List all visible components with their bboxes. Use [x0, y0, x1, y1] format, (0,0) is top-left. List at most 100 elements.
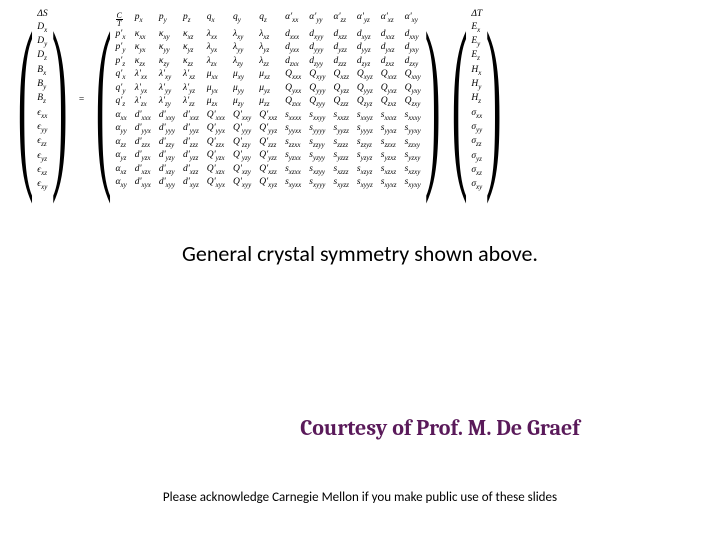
matrix-cell: dzyz — [357, 56, 373, 68]
matrix-cell: μzz — [259, 96, 277, 108]
matrix-cell: Qyyz — [357, 83, 373, 95]
vector-entry: σzz — [471, 135, 482, 149]
property-matrix: CTpxpypzqxqyqzα'xxα'yyα'zzα'yzα'xzα'xyp'… — [116, 12, 421, 189]
vector-entry: Dx — [37, 21, 47, 35]
matrix-cell: κyy — [159, 42, 175, 54]
matrix-cell: Q'xxz — [259, 110, 277, 122]
matrix-cell: szzxy — [405, 137, 421, 149]
matrix-cell: λ'zz — [183, 96, 199, 108]
matrix-cell: Q'yyx — [207, 123, 225, 135]
matrix-cell: Qzyz — [357, 96, 373, 108]
matrix-cell: dzxx — [285, 56, 301, 68]
matrix-cell: syyxy — [405, 123, 421, 135]
matrix-cell: Q'yzx — [207, 150, 225, 162]
matrix-cell: dxxz — [381, 29, 397, 41]
matrix-cell: d'zzx — [135, 137, 151, 149]
vector-entry: Ez — [471, 49, 482, 63]
matrix-cell: d'yzy — [159, 150, 175, 162]
matrix-cell: sxzxx — [285, 164, 301, 176]
matrix-cell: Qyxz — [381, 83, 397, 95]
matrix-cell: p'y — [116, 42, 127, 54]
matrix-cell: Q'zzx — [207, 137, 225, 149]
matrix-cell: αxz — [116, 164, 127, 176]
matrix-cell: Qxxy — [405, 69, 421, 81]
matrix-cell: d'zzy — [159, 137, 175, 149]
matrix-cell: sxxzz — [333, 110, 348, 122]
vector-entry: σyy — [471, 121, 482, 135]
matrix-cell: λyx — [207, 42, 225, 54]
matrix-cell: αyz — [116, 150, 127, 162]
matrix-cell: Qyyy — [309, 83, 325, 95]
vector-entry: ϵyz — [37, 150, 47, 164]
matrix-cell: Q'xyy — [233, 177, 251, 189]
matrix-cell: sxzzz — [333, 164, 348, 176]
matrix-cell: κzy — [159, 56, 175, 68]
matrix-cell: μxy — [233, 69, 251, 81]
matrix-cell: κzx — [135, 56, 151, 68]
vector-entry: ϵzz — [37, 135, 47, 149]
matrix-cell: Q'zzz — [259, 137, 277, 149]
matrix-cell: α'yz — [357, 12, 373, 27]
matrix-cell: κxz — [183, 29, 199, 41]
matrix-cell: α'xy — [405, 12, 421, 27]
matrix-cell: Qxxx — [285, 69, 301, 81]
vector-entry: Ex — [471, 21, 482, 35]
matrix-cell: Qyxy — [405, 83, 421, 95]
matrix-cell: α'zz — [333, 12, 348, 27]
matrix-cell: αxy — [116, 177, 127, 189]
vector-entry: ϵxy — [37, 178, 47, 192]
matrix-bracket-open: ( — [96, 24, 112, 176]
matrix-cell: syyxz — [381, 123, 397, 135]
matrix-cell: sxyyz — [357, 177, 373, 189]
vector-entry: Dy — [37, 35, 47, 49]
matrix-cell: Q'xyx — [207, 177, 225, 189]
matrix-cell: dxxy — [405, 29, 421, 41]
matrix-cell: λ'zx — [135, 96, 151, 108]
matrix-cell: αxx — [116, 110, 127, 122]
matrix-cell: pz — [183, 12, 199, 27]
vector-entry: Hz — [471, 92, 482, 106]
matrix-cell: syzxz — [381, 150, 397, 162]
matrix-cell: d'yyx — [135, 123, 151, 135]
matrix-cell: Qzyy — [309, 96, 325, 108]
matrix-cell: q'z — [116, 96, 127, 108]
matrix-cell: λ'yy — [159, 83, 175, 95]
vector-entry: ΔT — [471, 8, 482, 21]
matrix-cell: α'yy — [309, 12, 325, 27]
matrix-cell: qx — [207, 12, 225, 27]
matrix-cell: d'xzz — [183, 164, 199, 176]
matrix-cell: szzxx — [285, 137, 301, 149]
matrix-cell: px — [135, 12, 151, 27]
matrix-cell: d'yyz — [183, 123, 199, 135]
matrix-cell: sxzxy — [405, 164, 421, 176]
matrix-cell: λzy — [233, 56, 251, 68]
matrix-cell: λxy — [233, 29, 251, 41]
matrix-cell: α'xz — [381, 12, 397, 27]
matrix-cell: sxyxz — [381, 177, 397, 189]
matrix-cell: syzxx — [285, 150, 301, 162]
matrix-cell: q'y — [116, 83, 127, 95]
matrix-cell: μzx — [207, 96, 225, 108]
matrix-cell: λxx — [207, 29, 225, 41]
matrix-cell: dyzz — [333, 42, 348, 54]
matrix-cell: Qzzz — [333, 96, 348, 108]
matrix-cell: sxyxy — [405, 177, 421, 189]
matrix-cell: syyzz — [333, 123, 348, 135]
vector-entry: σxz — [471, 164, 482, 178]
matrix-cell: syzzz — [333, 150, 348, 162]
matrix-cell: szzyz — [357, 137, 373, 149]
matrix-cell: Q'yyz — [259, 123, 277, 135]
matrix-cell: sxxxz — [381, 110, 397, 122]
vector-entry: σxy — [471, 178, 482, 192]
matrix-cell: Q'xzy — [233, 164, 251, 176]
vector-entry: Bz — [37, 92, 47, 106]
matrix-cell: μxz — [259, 69, 277, 81]
matrix-cell: syzyz — [357, 150, 373, 162]
right-bracket-close: ) — [486, 24, 502, 176]
matrix-cell: d'yzx — [135, 150, 151, 162]
matrix-cell: dyyz — [357, 42, 373, 54]
matrix-cell: κxy — [159, 29, 175, 41]
matrix-cell: Qzxx — [285, 96, 301, 108]
left-bracket-close: ) — [51, 24, 67, 176]
matrix-cell: Q'yzz — [259, 150, 277, 162]
